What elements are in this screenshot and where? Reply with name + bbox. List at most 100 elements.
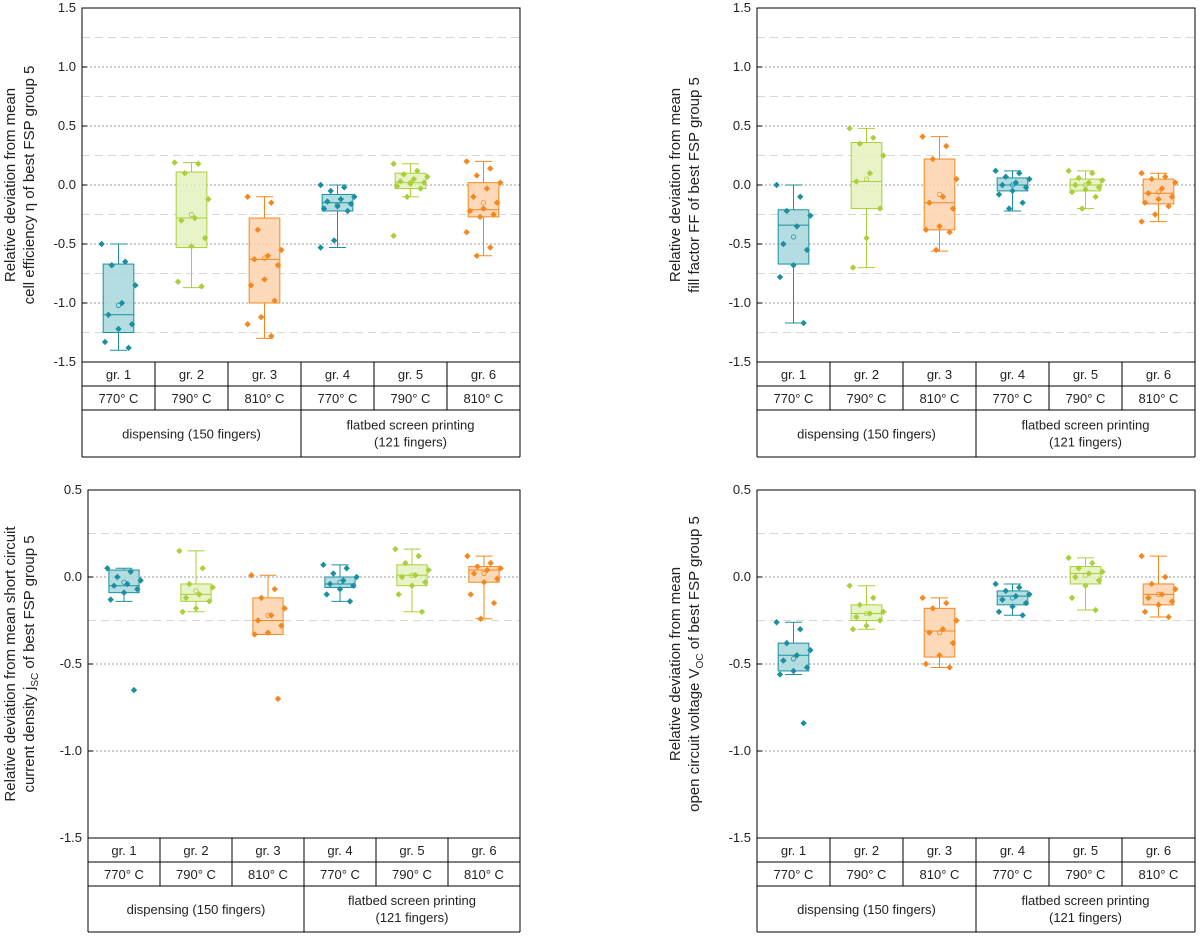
data-point [1092, 606, 1099, 614]
data-point [1168, 193, 1176, 200]
data-point [776, 273, 784, 281]
data-point [473, 172, 480, 179]
data-point [188, 243, 195, 250]
group-label: gr. 3 [255, 843, 280, 858]
temperature-label: 810° C [248, 867, 288, 882]
data-point [340, 577, 347, 584]
data-point [1026, 175, 1033, 183]
data-point [199, 565, 206, 572]
data-point [1145, 594, 1152, 602]
data-point [783, 207, 790, 215]
data-point [410, 175, 418, 183]
mean-marker [790, 234, 797, 240]
data-point [320, 205, 328, 212]
data-point [268, 612, 275, 619]
group-label: gr. 3 [927, 367, 952, 382]
group-label: gr. 5 [1073, 843, 1098, 858]
data-point [390, 232, 397, 239]
data-point [1009, 603, 1016, 610]
mean-marker [480, 200, 487, 206]
y-tick-label: -1.5 [60, 830, 82, 845]
y-axis-title-line2-suffix: of best FSP group 5 [21, 535, 38, 672]
data-point [1022, 184, 1030, 191]
data-point [1085, 179, 1093, 186]
data-point [417, 185, 424, 192]
data-point [1016, 584, 1023, 591]
data-point [953, 617, 960, 624]
data-point [334, 203, 341, 210]
data-point [1158, 591, 1166, 598]
mean-marker [188, 211, 195, 218]
box-gr2 [850, 142, 883, 210]
data-point [856, 601, 863, 609]
data-point [922, 226, 930, 234]
data-point [1099, 177, 1106, 184]
data-point [346, 598, 354, 605]
data-point [846, 582, 853, 589]
data-point [477, 615, 484, 622]
data-point [863, 622, 870, 629]
y-tick-label: -1.0 [729, 743, 751, 758]
data-point [793, 223, 801, 230]
data-point [1158, 185, 1166, 192]
data-point [398, 573, 406, 581]
data-point [497, 179, 504, 186]
data-point [866, 610, 874, 617]
box-gr3 [252, 597, 284, 635]
data-point [800, 719, 807, 727]
data-point [400, 171, 407, 178]
data-point [946, 229, 953, 236]
data-point [800, 319, 807, 327]
data-point [414, 167, 421, 175]
data-point [247, 282, 255, 289]
data-point [424, 173, 431, 180]
temperature-label: 770° C [993, 867, 1033, 882]
group-label: gr. 3 [252, 367, 277, 382]
data-point [108, 262, 115, 269]
data-point [1016, 170, 1023, 177]
data-point [258, 594, 265, 602]
data-point [497, 565, 504, 572]
data-point [1075, 174, 1082, 182]
data-point [880, 152, 887, 159]
data-point [929, 155, 936, 163]
y-tick-label: -0.5 [729, 656, 751, 671]
data-point [1065, 167, 1072, 175]
data-point [205, 195, 212, 203]
chart-top-right: 1.5 1.0 0.5 0.0 -0.5 -1.0 -1.5 Relative deviati… [667, 0, 1196, 458]
data-point [343, 565, 350, 572]
data-point [178, 217, 185, 224]
data-point [1078, 205, 1086, 212]
data-point [797, 193, 804, 200]
data-point [402, 559, 409, 567]
data-point [251, 256, 258, 263]
data-point [1072, 181, 1079, 189]
process-dispensing-label: dispensing (150 fingers) [122, 427, 261, 442]
data-point [773, 181, 780, 189]
data-point [1012, 179, 1020, 186]
data-point [1162, 173, 1169, 180]
data-point [783, 639, 790, 647]
data-point [1019, 612, 1026, 619]
y-tick-label: -0.5 [60, 656, 82, 671]
y-tick-label: 1.0 [58, 59, 76, 74]
data-point [773, 619, 780, 626]
y-axis-title: Relative deviation from mean cell efficie… [2, 66, 38, 305]
y-tick-label: -1.0 [60, 743, 82, 758]
y-tick-label: 0.5 [58, 118, 76, 133]
data-point [317, 181, 324, 189]
y-tick-label: 0.5 [733, 482, 751, 497]
y-tick-label: -1.0 [729, 295, 751, 310]
group-label: gr. 6 [471, 367, 496, 382]
temperature-label: 790° C [1066, 391, 1106, 406]
data-point [395, 591, 402, 598]
data-point [1095, 184, 1103, 191]
temperature-label: 790° C [176, 867, 216, 882]
data-point [866, 170, 874, 177]
data-point [780, 240, 787, 248]
data-point [98, 240, 105, 248]
y-tick-label: 1.5 [733, 0, 751, 15]
data-point [1022, 599, 1030, 607]
data-point [105, 311, 112, 318]
data-point [1138, 218, 1145, 225]
